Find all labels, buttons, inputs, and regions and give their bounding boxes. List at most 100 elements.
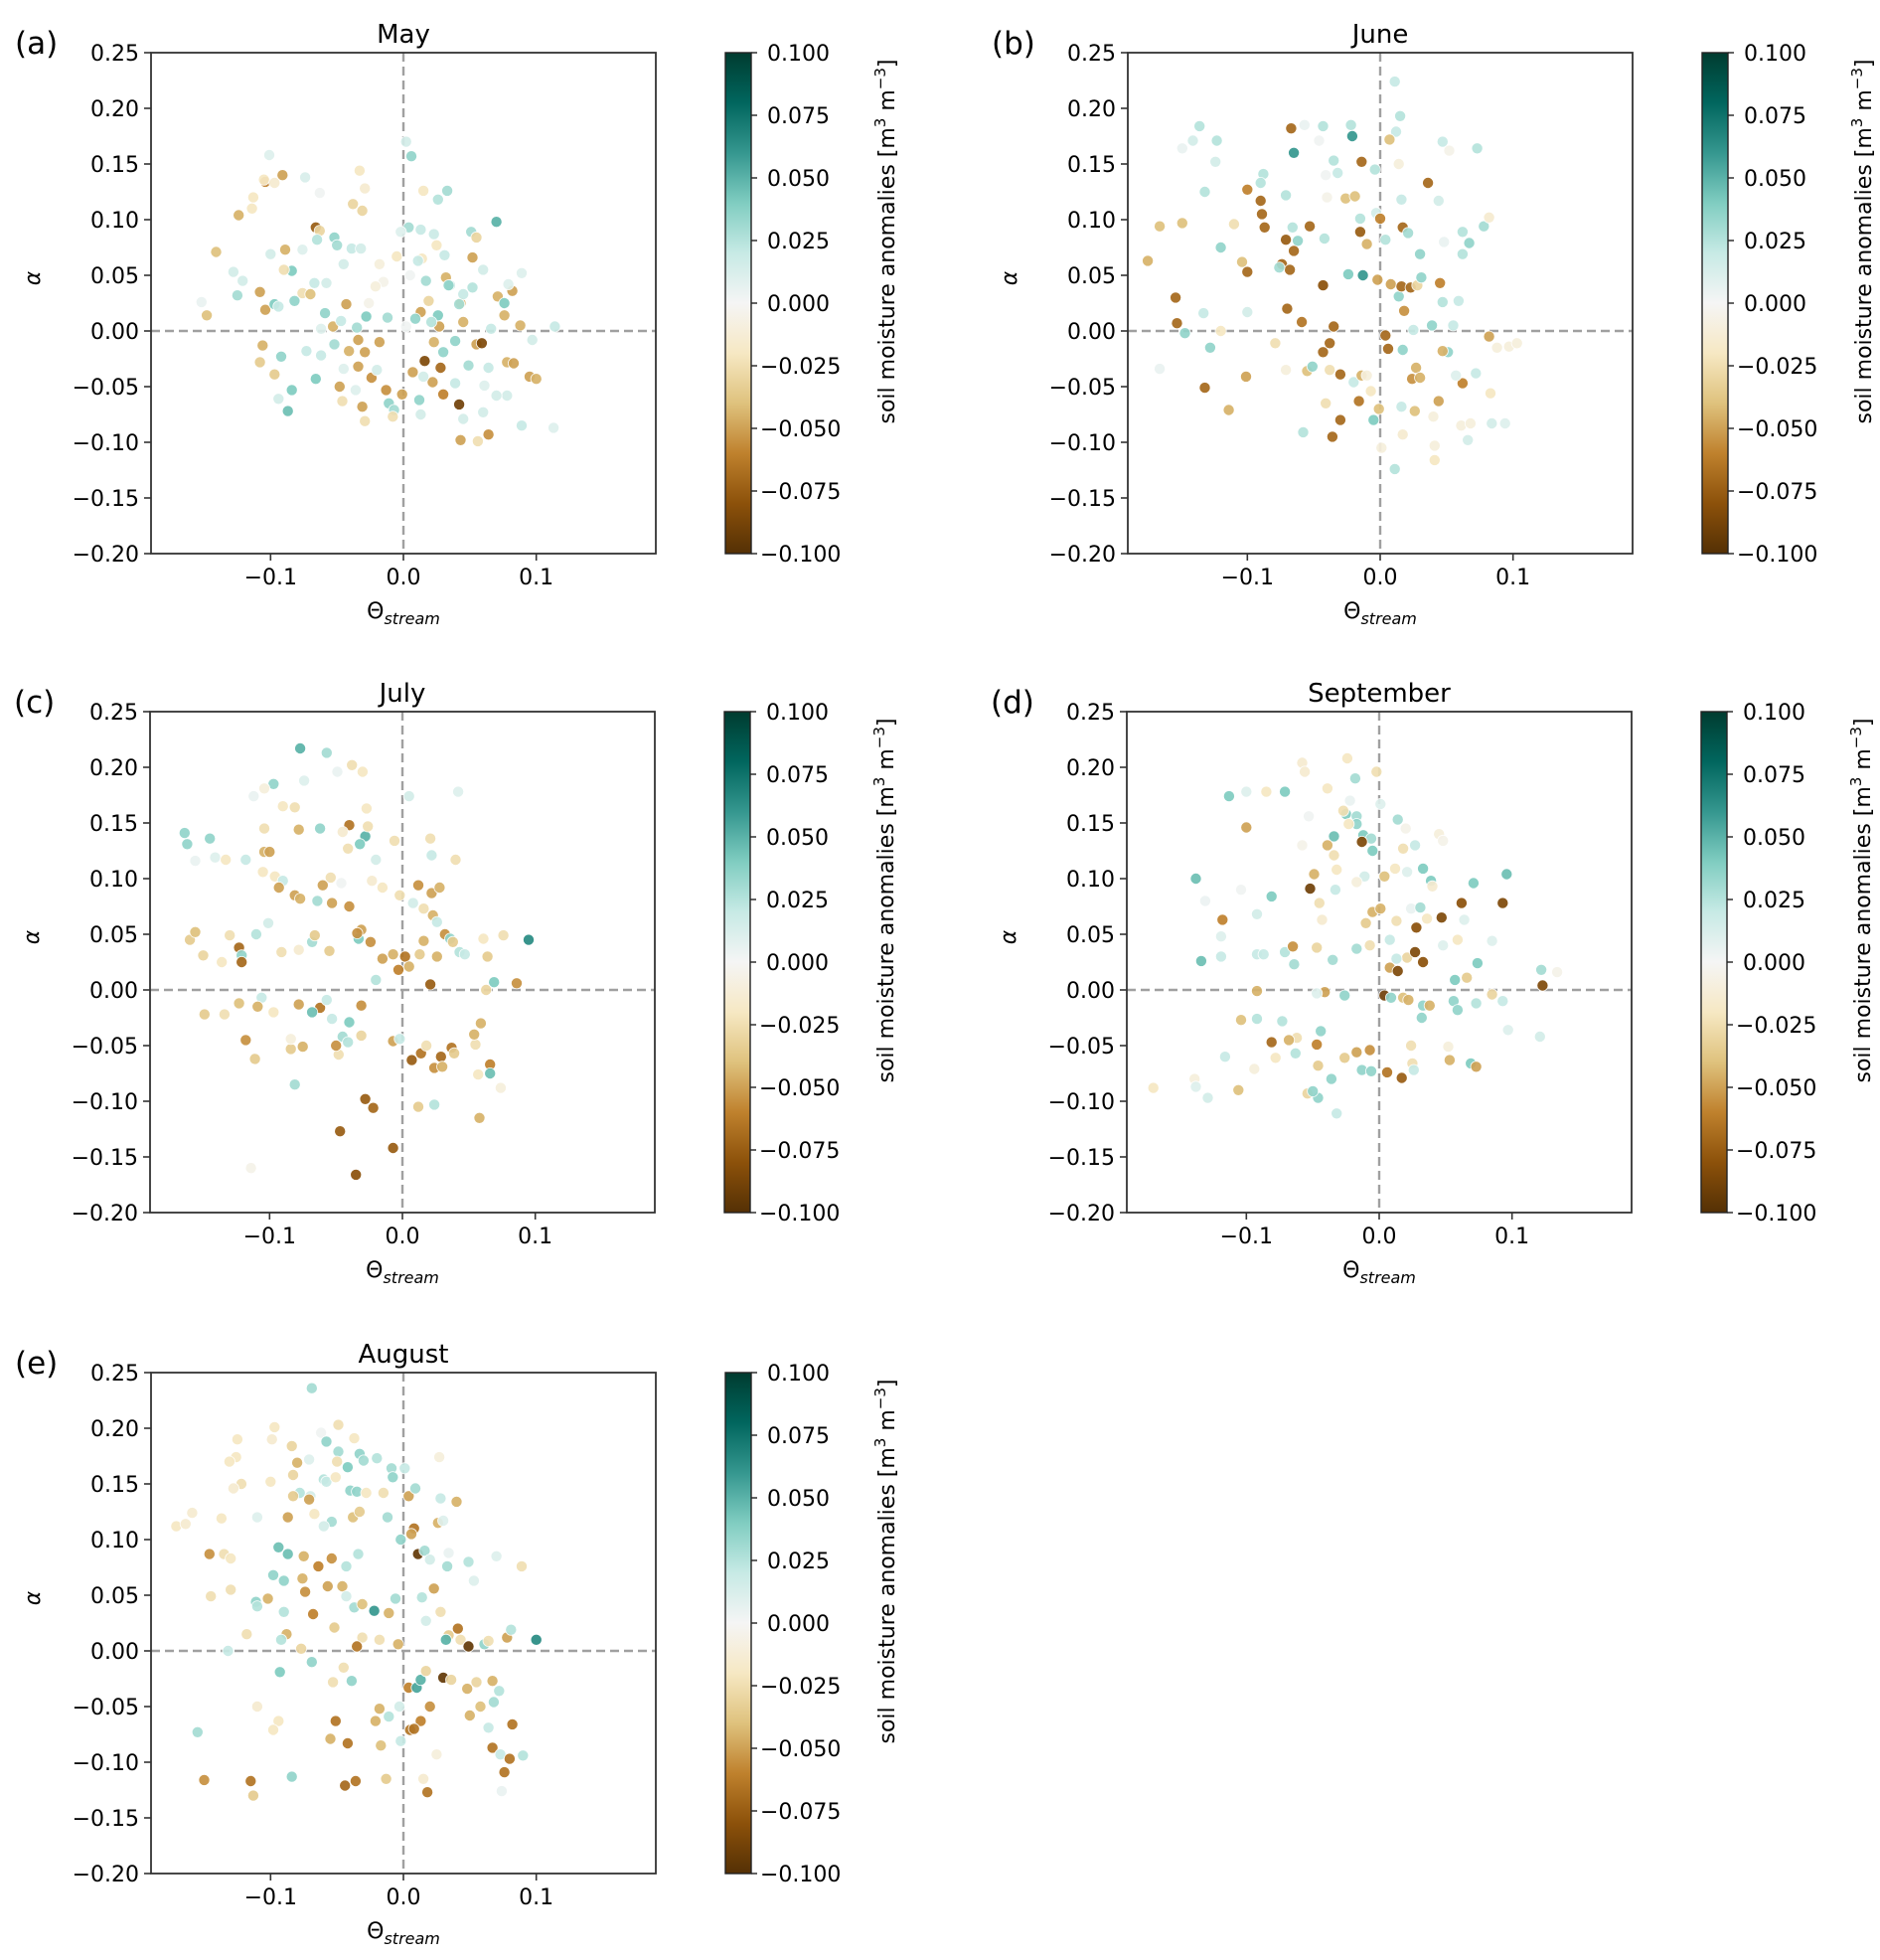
data-point (481, 950, 494, 963)
data-point (268, 176, 281, 189)
data-point (1443, 1054, 1456, 1066)
y-tick-label: 0.25 (1066, 701, 1115, 726)
data-point (1170, 291, 1182, 304)
data-point (408, 312, 421, 325)
data-point (356, 1631, 369, 1644)
colorbar-tick-label: −0.025 (1737, 355, 1817, 380)
data-point (1197, 307, 1210, 320)
data-point (457, 412, 470, 425)
data-point (295, 1642, 308, 1655)
colorbar-label-label-end: ] (1851, 719, 1876, 728)
data-point (376, 882, 389, 895)
data-point (215, 1512, 228, 1525)
data-point (1285, 122, 1298, 135)
data-point (1345, 129, 1358, 142)
data-point (383, 1711, 395, 1723)
data-point (268, 368, 281, 381)
data-point (1328, 320, 1340, 333)
y-tick-label: 0.00 (89, 979, 138, 1004)
y-tick-label: −0.20 (1048, 1202, 1115, 1226)
data-point (1240, 821, 1253, 834)
data-point (298, 774, 311, 787)
data-point (1248, 1062, 1261, 1075)
data-point (336, 395, 349, 408)
data-point (248, 1053, 261, 1065)
data-point (1311, 987, 1324, 1000)
data-point (473, 1111, 486, 1124)
data-point (1410, 361, 1423, 374)
data-point (1449, 973, 1462, 986)
data-point (320, 994, 333, 1007)
y-tick-label: 0.00 (90, 320, 139, 345)
data-point (530, 373, 543, 386)
data-point (1280, 364, 1293, 377)
colorbar-label-label-mid: m (875, 1409, 900, 1437)
data-point (1471, 957, 1484, 970)
data-point (1409, 839, 1422, 852)
data-point (274, 1633, 287, 1646)
y-tick-label: 0.10 (89, 868, 138, 893)
data-point (454, 433, 467, 446)
data-point (477, 932, 490, 945)
data-point (1428, 453, 1441, 466)
y-tick-label: 0.25 (90, 1362, 139, 1387)
data-point (297, 1550, 310, 1562)
data-point (389, 1592, 401, 1605)
data-point (461, 1683, 474, 1696)
y-tick-label: −0.20 (73, 543, 139, 568)
data-point (355, 1029, 368, 1042)
data-point (261, 1592, 274, 1605)
data-point (497, 929, 510, 942)
data-point (265, 1433, 278, 1446)
data-point (426, 376, 439, 389)
data-point (502, 277, 515, 290)
data-point (1315, 1025, 1328, 1038)
colorbar-label-label-mid: m (1851, 748, 1876, 776)
data-point (1374, 212, 1387, 225)
data-point (1360, 369, 1373, 382)
data-point (498, 296, 511, 309)
data-point (376, 952, 389, 965)
data-point (1222, 404, 1235, 416)
data-point (231, 1433, 243, 1446)
data-point (380, 384, 392, 397)
data-point (1355, 836, 1368, 849)
colorbar-tick-label: 0.000 (767, 292, 830, 317)
data-point (320, 276, 333, 289)
x-tick-label: 0.0 (387, 566, 421, 590)
data-point (1365, 1064, 1378, 1077)
colorbar-gradient (724, 1372, 752, 1875)
data-point (1232, 1083, 1245, 1096)
y-tick-label: −0.10 (72, 1090, 138, 1115)
data-point (1327, 953, 1339, 966)
y-tick-label: 0.25 (1067, 42, 1116, 67)
data-point (264, 1475, 277, 1488)
data-point (414, 1715, 427, 1727)
data-point (257, 822, 270, 835)
data-point (1382, 342, 1395, 355)
colorbar-label-label-end: ] (1852, 60, 1877, 69)
colorbar-tick-label: −0.025 (760, 1675, 841, 1700)
data-point (272, 1541, 285, 1553)
data-point (394, 226, 407, 239)
data-point (1306, 360, 1319, 373)
y-tick-label: −0.05 (73, 376, 139, 401)
scatter-points (195, 135, 561, 447)
colorbar: 0.100 0.075 0.050 0.025 0.000 −0.025 −0.050 −0.… (724, 42, 900, 568)
data-point (418, 1545, 431, 1557)
scatter-points (170, 1382, 543, 1802)
data-point (1485, 387, 1497, 400)
data-point (516, 419, 529, 432)
data-point (434, 1492, 447, 1505)
data-point (204, 832, 217, 845)
data-point (191, 1725, 204, 1738)
data-point (276, 169, 289, 182)
data-point (181, 838, 194, 851)
colorbar-gradient (1701, 52, 1729, 555)
data-point (284, 1043, 297, 1056)
data-point (417, 184, 430, 197)
data-point (1175, 217, 1188, 230)
data-point (1186, 134, 1199, 147)
data-point (1389, 862, 1402, 875)
data-point (1402, 227, 1415, 240)
